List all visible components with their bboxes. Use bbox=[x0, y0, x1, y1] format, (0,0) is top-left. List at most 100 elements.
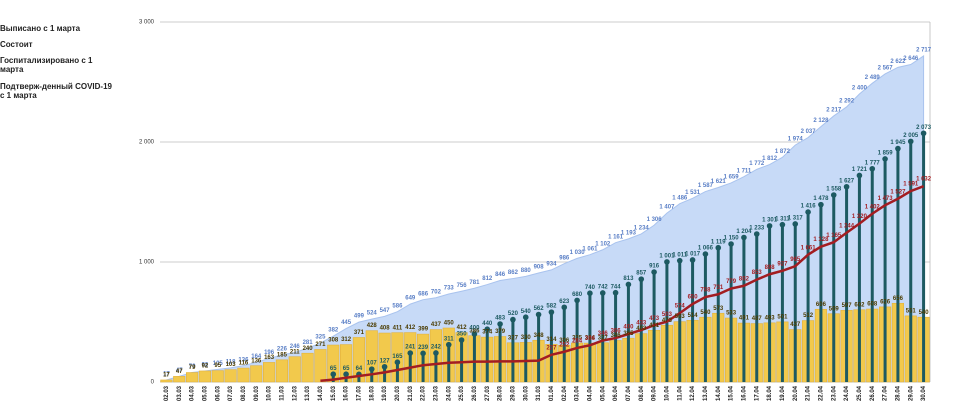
data-label: 1 478 bbox=[813, 196, 829, 202]
bar bbox=[173, 376, 186, 383]
data-label: 2 217 bbox=[826, 108, 842, 114]
x-tick-label: 20.03 bbox=[395, 385, 401, 401]
bar-cap bbox=[407, 350, 414, 356]
bar bbox=[819, 204, 823, 382]
y-tick-label: 2 000 bbox=[139, 140, 155, 146]
bar bbox=[588, 293, 592, 382]
data-label: 1 301 bbox=[762, 217, 778, 223]
data-label: 573 bbox=[713, 306, 724, 312]
bar-cap bbox=[394, 359, 401, 366]
data-label: 597 bbox=[842, 303, 853, 309]
bar-cap bbox=[535, 311, 542, 318]
bar-cap bbox=[907, 138, 914, 145]
x-tick-label: 06.03 bbox=[215, 385, 221, 401]
bar-cap bbox=[741, 234, 747, 241]
data-label: 350 bbox=[457, 332, 468, 338]
x-tick-label: 24.03 bbox=[446, 385, 452, 401]
bar-cap bbox=[830, 192, 837, 198]
x-tick-label: 30.03 bbox=[523, 385, 529, 401]
data-label: 103 bbox=[226, 362, 237, 368]
bar-cap bbox=[843, 183, 850, 190]
data-label: 740 bbox=[585, 285, 596, 291]
data-label: 327 bbox=[598, 335, 609, 341]
data-label: 1 320 bbox=[852, 214, 868, 220]
bar bbox=[716, 247, 720, 382]
data-label: 1 627 bbox=[839, 178, 855, 184]
data-label: 116 bbox=[239, 361, 249, 367]
bar bbox=[263, 362, 276, 383]
data-label: 2 717 bbox=[916, 48, 932, 54]
data-label: 756 bbox=[457, 283, 468, 289]
x-tick-label: 20.04 bbox=[793, 385, 799, 401]
bar bbox=[678, 260, 682, 382]
data-label: 2 128 bbox=[813, 118, 829, 124]
x-tick-label: 10.04 bbox=[664, 385, 670, 401]
data-label: 325 bbox=[572, 336, 583, 342]
data-label: 246 bbox=[290, 344, 301, 350]
bar-cap bbox=[779, 221, 786, 228]
data-label: 908 bbox=[534, 265, 545, 271]
bar bbox=[857, 175, 861, 382]
bar bbox=[691, 259, 695, 382]
line bbox=[320, 184, 925, 383]
data-label: 65 bbox=[330, 366, 337, 372]
bar-cap bbox=[856, 172, 863, 179]
y-tick-label: 3 000 bbox=[139, 20, 155, 26]
data-label: 499 bbox=[354, 314, 365, 320]
x-tick-label: 16.03 bbox=[344, 385, 350, 401]
data-label: 853 bbox=[752, 270, 763, 276]
bar bbox=[601, 292, 605, 382]
data-label: 473 bbox=[649, 316, 660, 322]
bar bbox=[288, 356, 301, 383]
x-tick-label: 09.04 bbox=[652, 385, 658, 401]
data-label: 17 bbox=[163, 373, 170, 379]
x-tick-label: 15.04 bbox=[729, 385, 735, 401]
data-label: 473 bbox=[662, 318, 673, 324]
data-label: 1 558 bbox=[826, 187, 842, 193]
bar bbox=[498, 324, 502, 382]
bar-cap bbox=[343, 371, 349, 378]
data-label: 403 bbox=[636, 326, 647, 332]
data-label: 92 bbox=[202, 363, 209, 369]
data-label: 185 bbox=[277, 352, 288, 358]
data-label: 79 bbox=[189, 364, 196, 370]
bar-cap bbox=[638, 276, 645, 282]
x-tick-label: 31.03 bbox=[536, 385, 542, 401]
data-label: 986 bbox=[559, 255, 570, 261]
data-label: 781 bbox=[469, 280, 480, 286]
data-label: 708 bbox=[700, 288, 711, 294]
bar-cap bbox=[599, 290, 606, 296]
bar-cap bbox=[625, 281, 632, 288]
bar bbox=[395, 362, 399, 382]
x-tick-label: 02.04 bbox=[562, 385, 568, 401]
data-label: 95 bbox=[214, 363, 221, 369]
bar bbox=[845, 186, 849, 382]
data-label: 306 bbox=[585, 336, 596, 342]
data-label: 569 bbox=[829, 306, 840, 312]
data-label: 1 659 bbox=[724, 174, 740, 180]
data-label: 400 bbox=[623, 325, 634, 331]
x-tick-label: 01.04 bbox=[549, 385, 555, 401]
x-tick-label: 12.04 bbox=[690, 385, 696, 401]
bar bbox=[421, 353, 425, 382]
data-label: 226 bbox=[277, 346, 288, 352]
data-label: 348 bbox=[534, 333, 545, 339]
legend-entry: Выписано с 1 марта bbox=[0, 24, 81, 33]
data-label: 1 193 bbox=[621, 230, 637, 236]
x-tick-label: 13.04 bbox=[703, 385, 709, 401]
data-label: 493 bbox=[765, 315, 776, 321]
data-label: 47 bbox=[176, 369, 183, 375]
x-tick-label: 21.03 bbox=[408, 385, 414, 401]
data-label: 17 bbox=[163, 372, 170, 378]
data-label: 445 bbox=[341, 320, 352, 326]
data-label: 540 bbox=[700, 310, 711, 316]
bar-cap bbox=[587, 290, 593, 297]
bar bbox=[511, 319, 515, 382]
data-label: 2 489 bbox=[865, 75, 881, 81]
bar-cap bbox=[715, 244, 722, 251]
bar-cap bbox=[484, 326, 491, 333]
x-tick-label: 07.03 bbox=[228, 385, 234, 401]
data-label: 2 400 bbox=[852, 86, 868, 92]
data-label: 1 030 bbox=[570, 250, 586, 256]
data-label: 79 bbox=[189, 365, 196, 371]
